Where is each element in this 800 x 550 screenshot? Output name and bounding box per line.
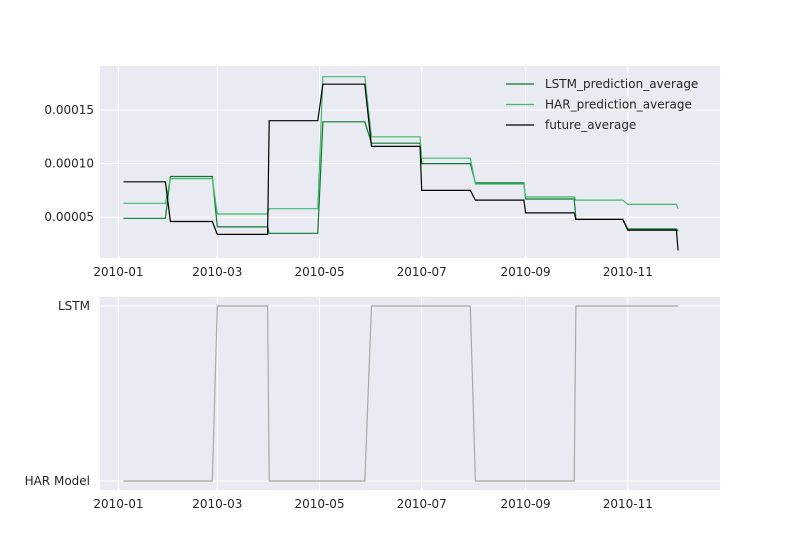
model-selection-chart: HAR Model LSTM 2010-01 2010-03 2010-05 2010-0… bbox=[25, 297, 720, 511]
series-line-har bbox=[123, 76, 679, 215]
model-selection-line bbox=[123, 305, 679, 482]
x-tick-label: 2010-01 bbox=[93, 265, 143, 279]
plot-area bbox=[100, 297, 720, 490]
y-tick-label: 0.00010 bbox=[44, 157, 94, 171]
y-tick-label: LSTM bbox=[58, 299, 90, 313]
y-tick-label: 0.00015 bbox=[44, 103, 94, 117]
x-tick-label: 2010-07 bbox=[397, 497, 447, 511]
x-tick-label: 2010-01 bbox=[93, 497, 143, 511]
plot-area bbox=[100, 66, 720, 258]
y-tick-label: 0.00005 bbox=[44, 210, 94, 224]
y-tick-label: HAR Model bbox=[25, 474, 90, 488]
legend-label: future_average bbox=[545, 118, 636, 132]
x-tick-label: 2010-05 bbox=[294, 265, 344, 279]
x-tick-label: 2010-05 bbox=[294, 497, 344, 511]
x-tick-label: 2010-03 bbox=[192, 497, 242, 511]
x-tick-label: 2010-11 bbox=[603, 497, 653, 511]
x-tick-label: 2010-09 bbox=[501, 265, 551, 279]
x-tick-label: 2010-03 bbox=[192, 265, 242, 279]
x-tick-label: 2010-07 bbox=[397, 265, 447, 279]
legend: LSTM_prediction_average HAR_prediction_av… bbox=[506, 77, 698, 132]
series-line-future bbox=[123, 83, 679, 251]
x-tick-label: 2010-11 bbox=[603, 265, 653, 279]
x-tick-label: 2010-09 bbox=[501, 497, 551, 511]
legend-label: HAR_prediction_average bbox=[545, 98, 692, 112]
prediction-chart: 0.00005 0.00010 0.00015 2010-01 2010-03 2010-… bbox=[44, 66, 720, 279]
legend-label: LSTM_prediction_average bbox=[545, 77, 698, 91]
